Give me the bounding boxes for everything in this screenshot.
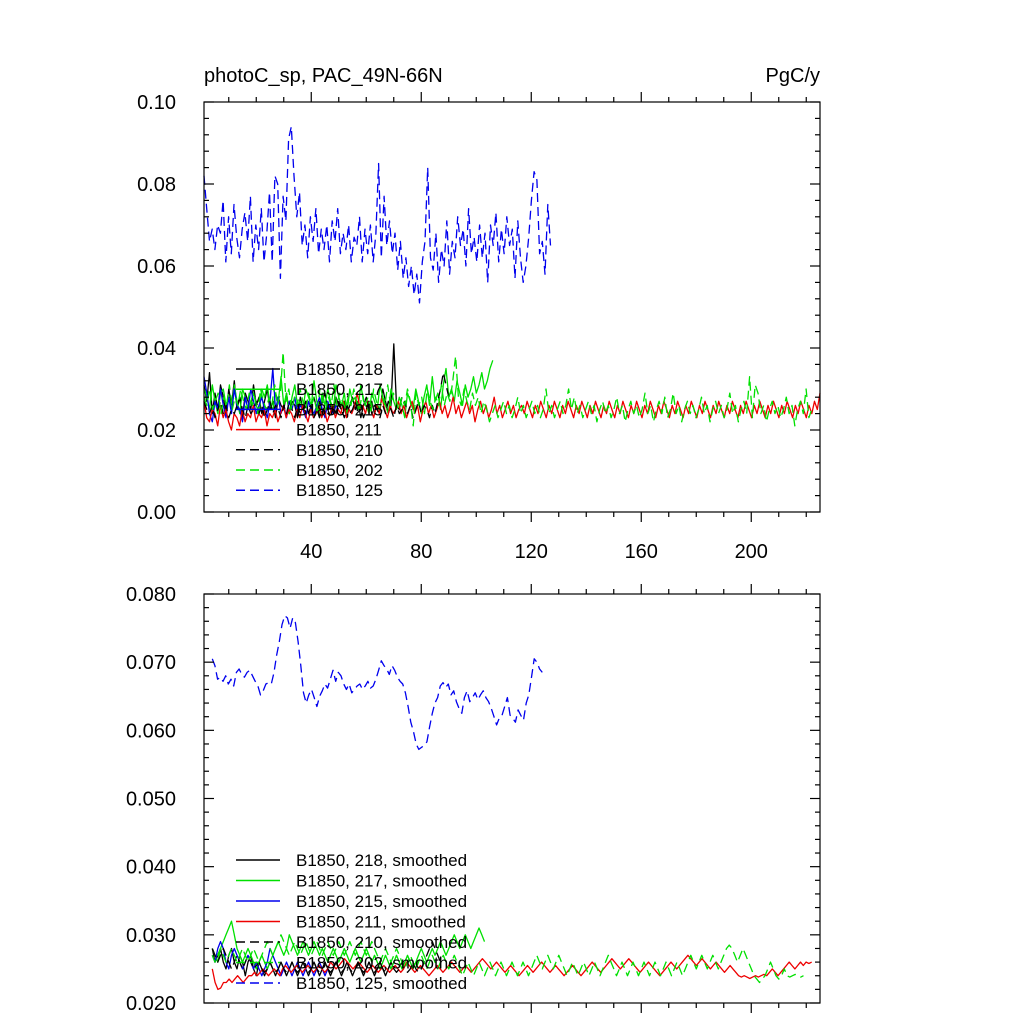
legend-label: B1850, 125, smoothed — [296, 974, 467, 993]
legend-label: B1850, 202, smoothed — [296, 954, 467, 973]
y-tick-label: 0.06 — [137, 256, 176, 278]
y-tick-label: 0.030 — [126, 925, 176, 947]
series-line-0-4 — [203, 371, 450, 419]
x-tick-label: 80 — [410, 541, 432, 563]
legend-label: B1850, 217 — [296, 380, 383, 399]
y-tick-label: 0.040 — [126, 857, 176, 879]
legend-label: B1850, 215, smoothed — [296, 892, 467, 911]
series-line-1-6 — [211, 615, 543, 751]
legend-label: B1850, 210 — [296, 441, 383, 460]
y-tick-label: 0.10 — [137, 92, 176, 114]
y-tick-label: 0.050 — [126, 789, 176, 811]
series-line-1-5 — [211, 934, 804, 984]
x-tick-label: 200 — [735, 541, 768, 563]
y-tick-label: 0.02 — [137, 420, 176, 442]
x-tick-label: 40 — [300, 541, 322, 563]
legend-label: B1850, 211, smoothed — [296, 913, 466, 932]
legend-label: B1850, 217, smoothed — [296, 872, 467, 891]
legend-label: B1850, 202 — [296, 461, 383, 480]
top-panel: 0.00 0.02 0.04 0.06 0.08 0.10 40 80 120 160 200 B18… — [137, 92, 821, 563]
legend-label: B1850, 218, smoothed — [296, 851, 467, 870]
series-line-1-3 — [211, 954, 812, 991]
y-tick-label: 0.020 — [126, 993, 176, 1015]
y-tick-label: 0.08 — [137, 174, 176, 196]
legend-label: B1850, 215 — [296, 400, 383, 419]
chart-title: photoC_sp, PAC_49N-66N — [204, 65, 443, 87]
legend-label: B1850, 218 — [296, 360, 383, 379]
x-tick-label: 120 — [515, 541, 548, 563]
series-line-0-6 — [203, 125, 552, 304]
plot-frame — [203, 101, 821, 513]
y-tick-label: 0.060 — [126, 720, 176, 742]
chart-units-label: PgC/y — [766, 65, 820, 87]
legend-label: B1850, 211 — [296, 421, 382, 440]
bottom-panel: 0.020 0.030 0.040 0.050 0.060 0.070 0.080 B1850… — [126, 584, 821, 1015]
y-tick-label: 0.080 — [126, 584, 176, 606]
y-tick-label: 0.00 — [137, 502, 176, 524]
x-tick-label: 160 — [625, 541, 658, 563]
legend-label: B1850, 125 — [296, 481, 383, 500]
y-tick-label: 0.070 — [126, 652, 176, 674]
y-tick-label: 0.04 — [137, 338, 176, 360]
legend-label: B1850, 210, smoothed — [296, 933, 467, 952]
